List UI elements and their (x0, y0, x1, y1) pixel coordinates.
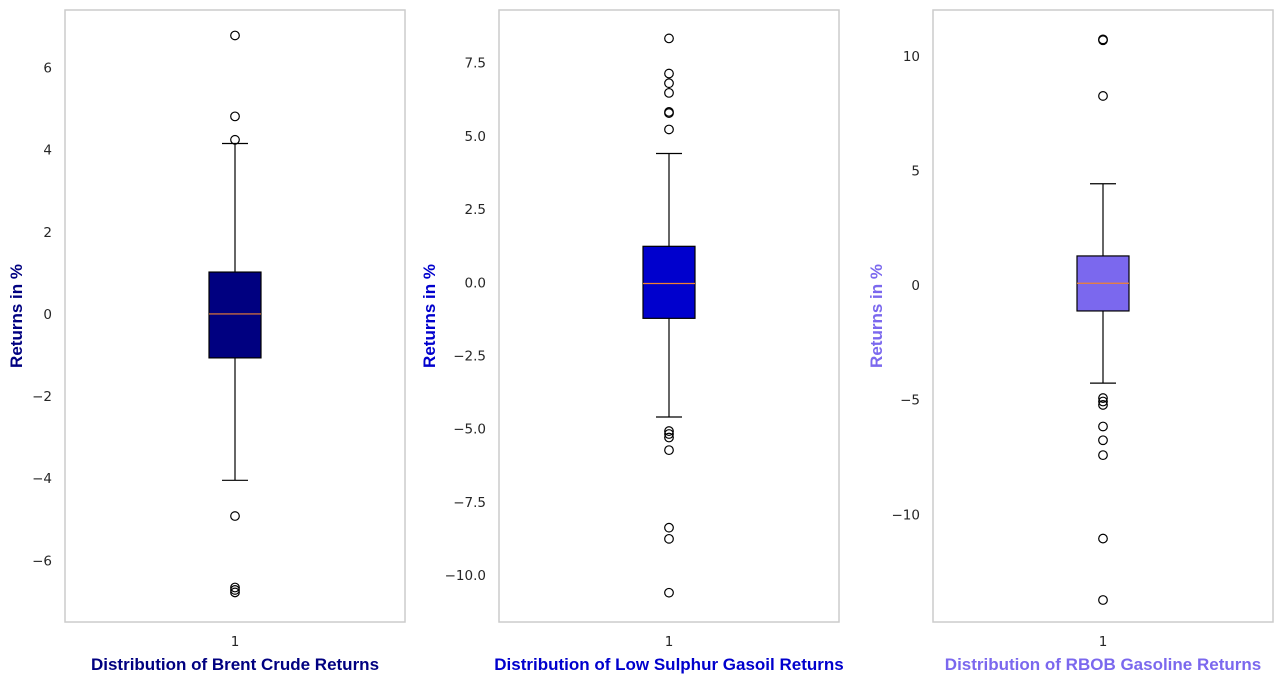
outlier-point (664, 522, 674, 533)
iqr-box (642, 245, 696, 319)
y-tick-label: −6 (32, 553, 52, 569)
outlier-point (1098, 400, 1108, 410)
x-axis-label: Distribution of RBOB Gasoline Returns (945, 655, 1261, 674)
outlier-point (664, 124, 674, 135)
y-tick-label: −7.5 (453, 495, 486, 511)
y-tick-label: 5.0 (465, 129, 486, 145)
outlier-point (664, 587, 674, 598)
outlier-point (1098, 393, 1108, 403)
x-axis-label: Distribution of Low Sulphur Gasoil Retur… (494, 655, 843, 674)
outlier-point (664, 87, 674, 98)
box-plot (208, 30, 262, 598)
outlier-point (1098, 421, 1108, 432)
outlier-point (664, 426, 674, 436)
y-axis-label: Returns in % (420, 264, 439, 368)
outlier-point (664, 533, 674, 544)
x-axis-label: Distribution of Brent Crude Returns (91, 655, 379, 674)
outlier-point (1098, 35, 1108, 46)
outlier-point (1098, 595, 1108, 605)
y-tick-label: 0 (911, 278, 920, 294)
outlier-point (230, 511, 240, 521)
outlier-point (230, 585, 240, 595)
outlier-point (230, 582, 240, 593)
y-tick-label: 5 (911, 163, 920, 179)
outlier-point (1098, 450, 1108, 461)
outlier-point (1098, 533, 1108, 544)
y-tick-label: −4 (32, 471, 52, 487)
y-tick-label: −2 (32, 389, 52, 405)
x-tick-label: 1 (1099, 634, 1108, 650)
outlier-point (230, 30, 240, 41)
y-axis-ticks: −6 −4 −2 0 2 4 6 (32, 61, 52, 570)
outlier-point (230, 587, 240, 598)
y-tick-label: 4 (43, 143, 52, 159)
outlier-point (664, 33, 674, 44)
outlier-point (664, 78, 674, 89)
x-tick-label: 1 (231, 634, 240, 650)
y-tick-label: −10.0 (445, 568, 486, 584)
y-tick-label: 0 (43, 307, 52, 323)
y-tick-label: 7.5 (465, 56, 486, 72)
y-tick-label: −10 (892, 507, 921, 523)
y-axis-ticks: −10 −5 0 5 10 (892, 49, 921, 523)
x-tick-label: 1 (665, 634, 674, 650)
y-tick-label: 6 (43, 61, 52, 77)
subplot-rbob-gasoline: −10 −5 0 5 10 1 Distribution of RBOB Gasolin… (867, 9, 1274, 674)
y-tick-label: 0.0 (465, 275, 486, 291)
outlier-point (664, 108, 674, 118)
outlier-point (664, 445, 674, 456)
y-tick-label: −5 (900, 393, 920, 409)
box-plot (642, 33, 696, 598)
outlier-point (1098, 91, 1108, 101)
box-plot (1076, 34, 1130, 605)
y-tick-label: 10 (903, 49, 920, 65)
outlier-point (664, 432, 674, 443)
outlier-point (664, 68, 674, 79)
outlier-point (1098, 396, 1108, 407)
subplot-low-sulphur-gasoil: −10.0 −7.5 −5.0 −2.5 0.0 2.5 5.0 7.5 1 Distribu… (420, 9, 844, 674)
outlier-point (1098, 435, 1108, 446)
outlier-point (664, 429, 674, 439)
outlier-point (230, 134, 240, 145)
subplot-brent-crude: −6 −4 −2 0 2 4 6 1 Distribution of Brent Crude… (7, 9, 406, 674)
y-tick-label: −5.0 (453, 422, 486, 438)
y-axis-label: Returns in % (867, 264, 886, 368)
y-axis-label: Returns in % (7, 264, 26, 368)
y-axis-ticks: −10.0 −7.5 −5.0 −2.5 0.0 2.5 5.0 7.5 (445, 56, 486, 584)
y-tick-label: 2 (43, 225, 52, 241)
y-tick-label: 2.5 (465, 202, 486, 218)
y-tick-label: −2.5 (453, 349, 486, 365)
iqr-box (208, 271, 262, 359)
outlier-point (230, 111, 240, 122)
